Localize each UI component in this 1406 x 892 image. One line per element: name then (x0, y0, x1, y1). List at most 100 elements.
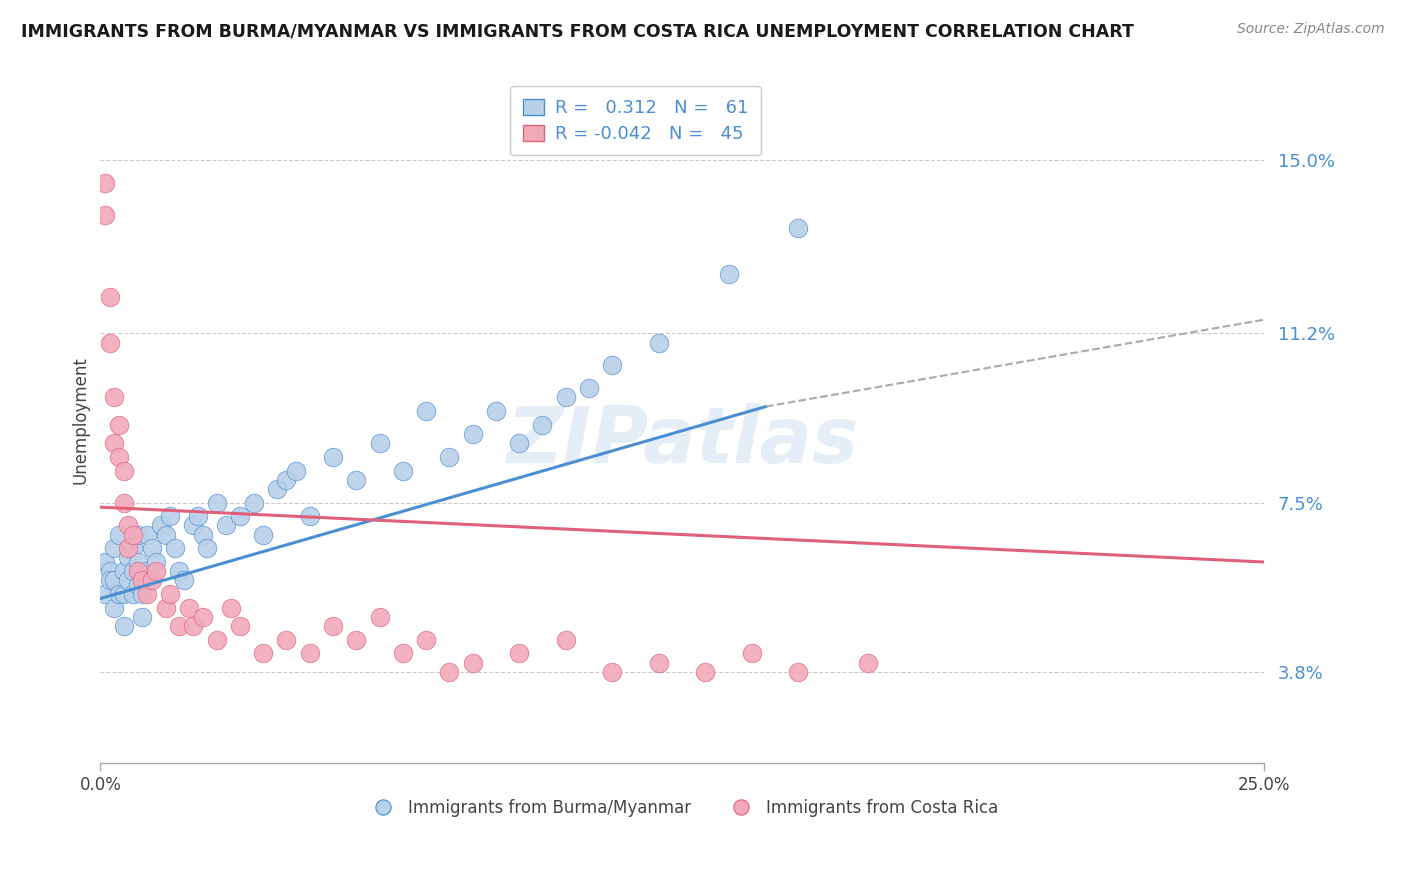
Point (112, 495, 135, 509)
Point (485, 404, 508, 418)
Point (177, 600, 200, 615)
Point (205, 632, 228, 647)
Point (741, 647, 763, 661)
Point (344, 473, 367, 487)
Point (266, 482, 288, 496)
Text: Source: ZipAtlas.com: Source: ZipAtlas.com (1237, 22, 1385, 37)
Point (117, 541, 139, 556)
Point (127, 578, 149, 592)
Point (103, 541, 125, 556)
Point (252, 527, 274, 541)
Point (169, 619, 191, 633)
Point (135, 587, 157, 601)
Point (787, 221, 810, 235)
Point (103, 600, 125, 615)
Point (508, 647, 530, 661)
Point (195, 541, 218, 556)
Point (252, 647, 274, 661)
Point (298, 647, 321, 661)
Text: IMMIGRANTS FROM BURMA/MYANMAR VS IMMIGRANTS FROM COSTA RICA UNEMPLOYMENT CORRELA: IMMIGRANTS FROM BURMA/MYANMAR VS IMMIGRA… (21, 22, 1135, 40)
Point (276, 473, 298, 487)
Point (112, 619, 135, 633)
Point (131, 587, 153, 601)
Point (98, 574, 121, 588)
Point (94, 208, 117, 222)
Point (205, 495, 228, 509)
Point (94, 176, 117, 190)
Point (578, 381, 600, 395)
Point (127, 564, 149, 578)
Legend: Immigrants from Burma/Myanmar, Immigrants from Costa Rica: Immigrants from Burma/Myanmar, Immigrant… (360, 792, 1005, 823)
Point (322, 619, 344, 633)
Point (112, 587, 135, 601)
Point (145, 564, 167, 578)
Point (117, 550, 139, 565)
Point (94, 587, 117, 601)
Point (94, 555, 117, 569)
Point (103, 391, 125, 405)
Point (461, 427, 484, 442)
Point (439, 665, 461, 679)
Point (298, 509, 321, 524)
Point (108, 417, 131, 432)
Point (415, 404, 437, 418)
Point (135, 564, 157, 578)
Point (98, 290, 121, 304)
Point (159, 587, 181, 601)
Point (169, 564, 191, 578)
Point (554, 632, 576, 647)
Point (600, 665, 623, 679)
Point (215, 518, 238, 533)
Point (135, 527, 157, 541)
Point (108, 527, 131, 541)
Point (219, 600, 242, 615)
Point (368, 610, 391, 624)
Point (284, 464, 307, 478)
Point (717, 267, 740, 281)
Point (648, 335, 671, 350)
Point (229, 619, 252, 633)
Point (183, 518, 205, 533)
Point (243, 495, 266, 509)
Point (112, 564, 135, 578)
Point (122, 527, 145, 541)
Point (155, 600, 177, 615)
Point (131, 610, 153, 624)
Point (554, 391, 576, 405)
Point (695, 665, 717, 679)
Point (108, 450, 131, 464)
Point (187, 509, 209, 524)
Point (344, 632, 367, 647)
Text: ZIPatlas: ZIPatlas (506, 403, 858, 479)
Point (191, 527, 214, 541)
Point (117, 518, 139, 533)
Point (112, 464, 135, 478)
Point (103, 436, 125, 450)
Point (163, 541, 186, 556)
Point (127, 555, 149, 569)
Point (856, 656, 879, 670)
Point (98, 564, 121, 578)
Point (368, 436, 391, 450)
Point (159, 509, 181, 524)
Point (122, 587, 145, 601)
Point (155, 527, 177, 541)
Point (392, 464, 415, 478)
Point (508, 436, 530, 450)
Point (149, 518, 172, 533)
Point (787, 665, 810, 679)
Point (600, 359, 623, 373)
Point (122, 541, 145, 556)
Point (141, 541, 163, 556)
Point (276, 632, 298, 647)
Point (122, 564, 145, 578)
Point (108, 587, 131, 601)
Point (117, 574, 139, 588)
Point (322, 450, 344, 464)
Point (531, 417, 554, 432)
Point (439, 450, 461, 464)
Point (191, 610, 214, 624)
Point (131, 574, 153, 588)
Point (392, 647, 415, 661)
Point (415, 632, 437, 647)
